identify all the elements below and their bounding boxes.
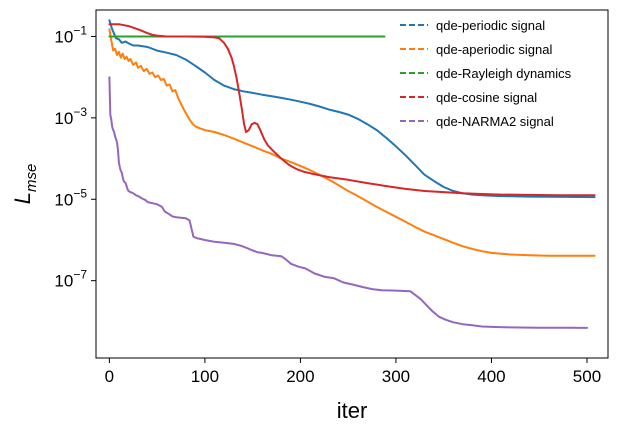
x-tick-label: 400 (477, 367, 505, 386)
legend-label-qde-cosine-signal: qde-cosine signal (436, 90, 537, 105)
y-axis-title-main: L (10, 192, 35, 204)
x-tick-label: 500 (573, 367, 601, 386)
y-tick-label: 10−1 (54, 23, 87, 46)
y-axis-title-sub: mse (23, 164, 40, 192)
legend-label-qde-periodic-signal: qde-periodic signal (436, 18, 545, 33)
y-axis-title: Lmse (10, 164, 40, 205)
x-tick-label: 0 (105, 367, 114, 386)
legend-label-qde-narma2-signal: qde-NARMA2 signal (436, 114, 554, 129)
legend-label-qde-aperiodic-signal: qde-aperiodic signal (436, 42, 552, 57)
y-tick-label: 10−3 (54, 105, 87, 128)
x-axis-title: iter (337, 398, 368, 423)
series-line-qde-narma2-signal (108, 76, 588, 329)
series-layer (108, 19, 596, 329)
ticks-layer: 0 100 200 300 400 500 10−1 10−3 10−5 10−7 (54, 23, 601, 386)
x-tick-label: 100 (191, 367, 219, 386)
x-tick-label: 300 (382, 367, 410, 386)
legend-label-qde-rayleigh-dynamics: qde-Rayleigh dynamics (436, 66, 572, 81)
series-line-qde-cosine-signal (108, 23, 596, 197)
plot-frame (95, 9, 609, 359)
legend: qde-periodic signal qde-aperiodic signal q… (400, 18, 572, 129)
series-line-qde-aperiodic-signal (108, 28, 596, 257)
y-tick-label: 10−5 (54, 186, 87, 209)
x-tick-label: 200 (286, 367, 314, 386)
y-tick-label: 10−7 (54, 268, 87, 291)
